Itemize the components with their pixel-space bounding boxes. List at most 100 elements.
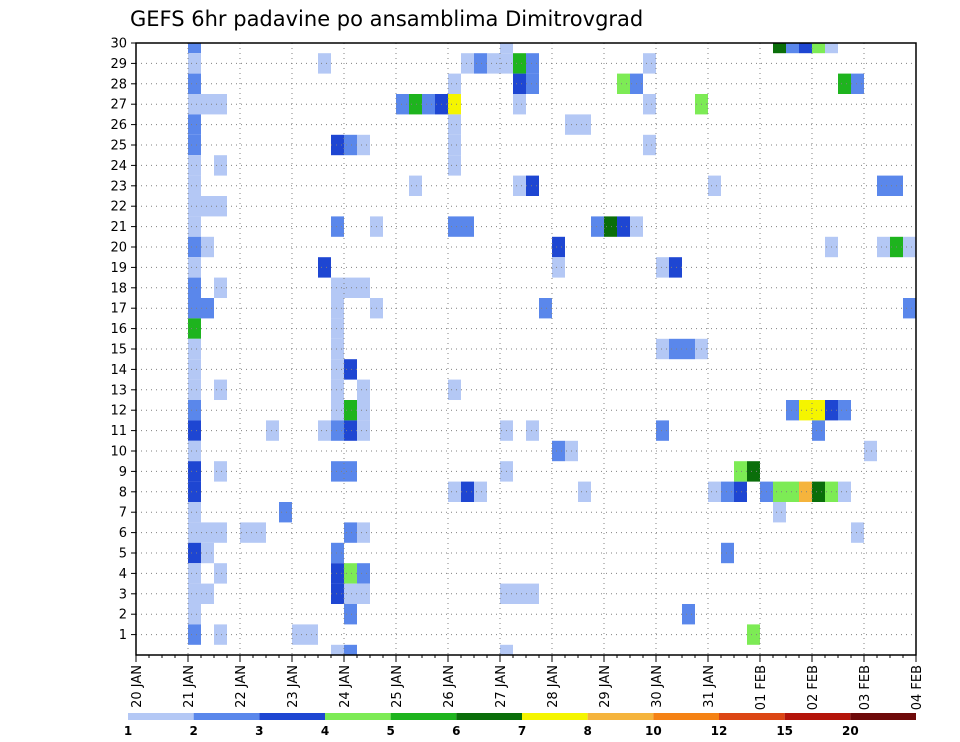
y-tick-label: 19: [110, 261, 127, 276]
heatmap-cell: [448, 114, 461, 135]
heatmap-cell: [214, 461, 227, 482]
heatmap-cell: [331, 583, 344, 604]
y-tick-label: 27: [110, 98, 127, 113]
heatmap-cell: [331, 359, 344, 380]
heatmap-cell: [513, 73, 526, 94]
heatmap-cell: [357, 563, 370, 584]
heatmap-cell: [682, 604, 695, 625]
y-tick-label: 28: [110, 77, 127, 92]
colorbar-label: 1: [124, 724, 132, 738]
heatmap-cell: [448, 134, 461, 156]
heatmap-cell: [461, 481, 474, 502]
y-tick-label: 12: [110, 404, 127, 419]
heatmap-cell: [318, 420, 331, 441]
heatmap-cell: [188, 134, 201, 156]
heatmap-cell: [500, 644, 513, 655]
heatmap-cell: [344, 563, 357, 584]
heatmap-cell: [786, 481, 799, 502]
colorbar-segment: [325, 713, 391, 720]
heatmap-cell: [188, 481, 201, 502]
heatmap-cell: [591, 216, 604, 237]
heatmap-cell: [201, 542, 214, 564]
colorbar-segment: [456, 713, 522, 720]
heatmap-cell: [344, 359, 357, 380]
heatmap-cell: [344, 644, 357, 655]
x-tick-label: 26 JAN: [442, 665, 457, 708]
y-tick-label: 25: [110, 139, 127, 154]
y-tick-label: 11: [110, 424, 127, 439]
y-tick-label: 21: [110, 220, 127, 235]
heatmap-cell: [331, 338, 344, 360]
heatmap-cell: [357, 522, 370, 543]
colorbar-label: 15: [776, 724, 793, 738]
heatmap-cell: [357, 379, 370, 400]
heatmap-cell: [409, 175, 422, 196]
heatmap-cell: [461, 53, 474, 74]
y-tick-label: 24: [110, 159, 127, 174]
colorbar-label: 8: [583, 724, 591, 738]
heatmap-cell: [448, 481, 461, 502]
heatmap-cell: [669, 338, 682, 360]
heatmap-cell: [188, 114, 201, 135]
y-tick-label: 6: [119, 526, 127, 541]
heatmap-cell: [188, 379, 201, 400]
heatmap-cell: [409, 94, 422, 115]
y-tick-label: 18: [110, 281, 127, 296]
x-tick-label: 21 JAN: [182, 665, 197, 708]
colorbar-segment: [128, 713, 194, 720]
x-tick-label: 27 JAN: [494, 665, 509, 708]
heatmap-cell: [734, 481, 747, 502]
heatmap-cell: [331, 216, 344, 237]
y-axis-ticks: 1234567891011121314151617181920212223242…: [110, 37, 136, 643]
y-tick-label: 8: [119, 485, 127, 500]
heatmap-cell: [812, 400, 825, 421]
heatmap-cell: [344, 604, 357, 625]
x-axis-ticks: 20 JAN 21 JAN 22 JAN 23 JAN 24 JAN 25 JAN 26 J…: [130, 655, 925, 710]
heatmap-cell: [188, 400, 201, 421]
heatmap-cell: [747, 624, 760, 645]
heatmap-cell: [773, 502, 786, 523]
heatmap-cell: [188, 43, 201, 54]
heatmap-cell: [188, 298, 201, 319]
heatmap-cell: [188, 236, 201, 258]
heatmap-cell: [656, 257, 669, 278]
heatmap-cell: [214, 522, 227, 543]
heatmap-cell: [526, 420, 539, 441]
heatmap-cell: [526, 53, 539, 74]
heatmap-cell: [188, 359, 201, 380]
heatmap-cell: [188, 461, 201, 482]
grid-lines: [136, 42, 916, 655]
heatmap-cell: [331, 298, 344, 319]
heatmap-cell: [747, 461, 760, 482]
y-tick-label: 3: [119, 587, 127, 602]
heatmap-cell: [357, 583, 370, 604]
heatmap-cell: [214, 94, 227, 115]
heatmap-cell: [513, 583, 526, 604]
chart-title: GEFS 6hr padavine po ansamblima Dimitrov…: [130, 7, 643, 31]
heatmap-cell: [357, 134, 370, 156]
heatmap-cell: [448, 155, 461, 176]
x-tick-label: 30 JAN: [650, 665, 665, 708]
heatmap-cell: [188, 318, 201, 339]
heatmap-cell: [851, 522, 864, 543]
heatmap-cell: [604, 216, 617, 237]
y-tick-label: 14: [110, 363, 127, 378]
heatmap-cell: [552, 236, 565, 258]
heatmap-cell: [331, 644, 344, 655]
y-tick-label: 29: [110, 57, 127, 72]
heatmap-cell: [721, 542, 734, 564]
colorbar-segment: [587, 713, 654, 720]
y-tick-label: 10: [110, 445, 127, 460]
colorbar-segment: [259, 713, 325, 720]
heatmap-cell: [214, 563, 227, 584]
heatmap-cell: [344, 277, 357, 298]
heatmap-cell: [201, 196, 214, 217]
x-tick-label: 04 FEB: [910, 665, 925, 710]
heatmap-cell: [721, 481, 734, 502]
colorbar-label: 2: [189, 724, 197, 738]
heatmap-cell: [682, 338, 695, 360]
heatmap-cell: [526, 73, 539, 94]
colorbar-segment: [653, 713, 719, 720]
heatmap-cell: [188, 257, 201, 278]
